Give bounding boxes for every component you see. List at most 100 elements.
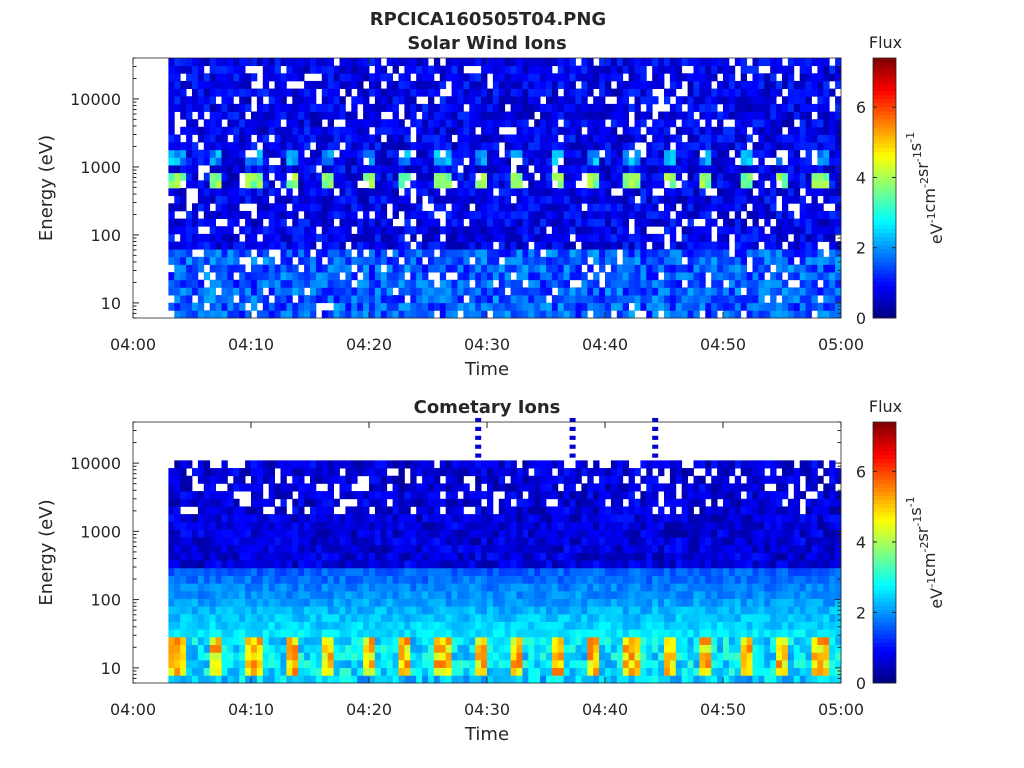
flux-cell	[569, 165, 576, 174]
flux-cell	[197, 583, 205, 592]
flux-cell	[528, 157, 535, 166]
flux-cell	[787, 310, 795, 319]
flux-cell	[197, 111, 205, 120]
flux-cell	[197, 302, 205, 311]
flux-cell	[351, 575, 358, 584]
flux-cell	[823, 279, 830, 288]
flux-cell	[386, 475, 393, 484]
flux-cell	[404, 134, 411, 143]
flux-cell	[487, 149, 494, 158]
flux-cell	[292, 621, 299, 630]
flux-cell	[422, 111, 429, 120]
flux-cell	[233, 544, 240, 553]
flux-cell	[492, 58, 500, 67]
flux-cell	[227, 590, 234, 599]
flux-cell	[646, 295, 653, 304]
flux-cell	[428, 65, 435, 74]
flux-cell	[652, 195, 659, 204]
flux-cell	[428, 180, 435, 189]
flux-cell	[799, 172, 806, 181]
flux-cell	[546, 203, 553, 212]
colorbar-segment	[873, 301, 896, 307]
flux-cell	[304, 659, 311, 669]
flux-cell	[610, 279, 618, 288]
flux-cell	[699, 126, 706, 135]
flux-cell	[174, 468, 181, 477]
flux-cell	[445, 544, 452, 553]
flux-cell	[180, 491, 187, 500]
flux-cell	[439, 226, 447, 235]
flux-cell	[203, 188, 211, 197]
flux-cell	[487, 58, 494, 67]
colorbar-segment	[873, 248, 896, 254]
flux-cell	[321, 165, 329, 174]
flux-cell	[315, 142, 323, 151]
flux-cell	[262, 544, 270, 553]
flux-cell	[681, 310, 688, 319]
flux-cell	[369, 483, 376, 492]
flux-cell	[811, 58, 818, 67]
flux-cell	[587, 287, 594, 296]
flux-cell	[404, 659, 411, 669]
colorbar-segment	[873, 86, 896, 91]
flux-cell	[416, 606, 423, 615]
flux-cell	[728, 73, 736, 82]
flux-cell	[192, 302, 199, 311]
flux-cell	[575, 256, 582, 265]
flux-cell	[793, 58, 801, 67]
flux-cell	[180, 111, 187, 120]
flux-cell	[286, 644, 293, 653]
flux-cell	[734, 295, 742, 304]
flux-cell	[463, 310, 470, 319]
flux-cell	[386, 629, 393, 638]
flux-cell	[734, 279, 742, 288]
flux-cell	[274, 142, 281, 151]
flux-cell	[817, 65, 824, 74]
flux-cell	[168, 498, 175, 507]
flux-cell	[675, 111, 683, 120]
flux-cell	[304, 590, 311, 599]
flux-cell	[221, 567, 228, 576]
flux-cell	[268, 590, 275, 599]
flux-cell	[669, 188, 677, 197]
flux-cell	[740, 119, 747, 128]
flux-cell	[286, 73, 293, 82]
flux-cell	[369, 218, 376, 227]
flux-cell	[363, 203, 370, 212]
flux-cell	[192, 80, 199, 89]
flux-cell	[310, 295, 317, 304]
flux-cell	[563, 241, 570, 250]
flux-cell	[215, 629, 222, 638]
flux-cell	[380, 552, 388, 561]
colorbar-tick-label: 6	[856, 98, 866, 117]
flux-cell	[835, 80, 842, 89]
flux-cell	[262, 165, 270, 174]
flux-cell	[481, 226, 488, 235]
flux-cell	[369, 80, 376, 89]
flux-cell	[215, 195, 222, 204]
flux-cell	[746, 241, 753, 250]
flux-cell	[380, 73, 388, 82]
flux-cell	[551, 142, 559, 151]
flux-cell	[658, 218, 665, 227]
flux-cell	[504, 203, 511, 212]
flux-cell	[492, 203, 500, 212]
flux-cell	[563, 195, 570, 204]
flux-cell	[534, 142, 541, 151]
flux-cell	[227, 241, 234, 250]
flux-cell	[374, 529, 382, 538]
flux-cell	[451, 652, 458, 661]
flux-cell	[374, 103, 382, 112]
flux-cell	[675, 264, 683, 273]
flux-cell	[192, 272, 199, 281]
flux-cell	[433, 180, 441, 189]
flux-cell	[186, 264, 193, 273]
flux-cell	[351, 142, 358, 151]
flux-cell	[327, 590, 334, 599]
flux-cell	[304, 203, 311, 212]
flux-cell	[186, 621, 193, 630]
flux-cell	[357, 529, 364, 538]
flux-cell	[321, 475, 329, 484]
flux-cell	[587, 295, 594, 304]
flux-cell	[516, 88, 523, 97]
